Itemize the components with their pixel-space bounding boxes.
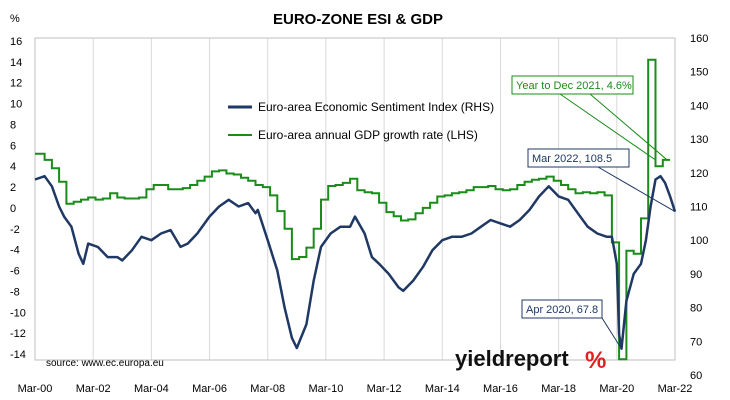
right-tick-label: 100 (690, 235, 708, 247)
x-tick-label: Mar-10 (308, 383, 343, 395)
right-tick-label: 150 (690, 67, 708, 79)
left-axis-ticks: 16 14 12 10 8 6 4 2 0 -2 -4 -6 -8 -10 -12 -14 (10, 36, 26, 361)
right-tick-label: 110 (690, 202, 708, 214)
x-tick-label: Mar-04 (134, 383, 169, 395)
series-lines (34, 58, 677, 361)
brand-logo: yieldreport % (455, 346, 606, 374)
annotation-box-gdp (511, 75, 634, 95)
left-tick-label: 4 (10, 161, 16, 173)
annotation-leader-gdp (589, 93, 668, 161)
annotations: Year to Dec 2021, 4.6% Mar 2022, 108.5 A… (511, 75, 676, 349)
right-tick-label: 90 (690, 269, 702, 281)
annotation-gdp: Year to Dec 2021, 4.6% (516, 80, 632, 92)
right-tick-label: 120 (690, 168, 708, 180)
annotation-box-esi-mar2022 (527, 148, 630, 168)
legend-label-gdp: Euro-area annual GDP growth rate (LHS) (258, 128, 478, 142)
series-line-esi (34, 174, 677, 350)
axes (34, 37, 676, 361)
x-tick-label: Mar-06 (192, 383, 227, 395)
x-tick-label: Mar-16 (483, 383, 518, 395)
annotation-esi-mar2022: Mar 2022, 108.5 (532, 153, 612, 165)
x-tick-label: Mar-20 (599, 383, 634, 395)
left-tick-label: 0 (10, 203, 16, 215)
right-tick-label: 80 (690, 303, 702, 315)
left-tick-label: 10 (10, 99, 22, 111)
chart-title: EURO-ZONE ESI & GDP (273, 11, 443, 28)
left-tick-label: -4 (10, 245, 20, 257)
left-tick-label: 16 (10, 36, 22, 48)
left-tick-label: -12 (10, 328, 26, 340)
x-tick-label: Mar-00 (18, 383, 53, 395)
right-tick-label: 160 (690, 33, 708, 45)
left-tick-label: -6 (10, 266, 20, 278)
right-tick-label: 140 (690, 100, 708, 112)
left-tick-label: -8 (10, 286, 20, 298)
right-tick-label: 70 (690, 336, 702, 348)
annotation-leader-esi-apr2020 (601, 317, 622, 349)
x-tick-label: Mar-18 (541, 383, 576, 395)
x-tick-label: Mar-08 (250, 383, 285, 395)
x-tick-label: Mar-22 (658, 383, 693, 395)
legend: Euro-area Economic Sentiment Index (RHS)… (228, 100, 494, 142)
plot-area-border (34, 37, 676, 361)
left-tick-label: 6 (10, 140, 16, 152)
right-axis-ticks: 160 150 140 130 120 110 100 90 80 70 60 (690, 33, 708, 382)
annotation-box-esi-apr2020 (521, 299, 603, 319)
annotation-leader-gdp-secondary (559, 93, 656, 161)
left-tick-label: -2 (10, 224, 20, 236)
left-tick-label: -10 (10, 307, 26, 319)
left-tick-label: 8 (10, 119, 16, 131)
annotation-leader-esi-mar2022 (597, 166, 676, 212)
left-tick-label: 14 (10, 57, 22, 69)
series-line-gdp (35, 58, 671, 361)
x-axis-ticks: Mar-00 Mar-02 Mar-04 Mar-06 Mar-08 Mar-10 Mar-… (18, 383, 693, 395)
legend-label-esi: Euro-area Economic Sentiment Index (RHS) (258, 100, 494, 114)
brand-name: yieldreport (455, 346, 569, 371)
left-axis-unit: % (10, 13, 20, 25)
x-tick-label: Mar-12 (367, 383, 402, 395)
right-tick-label: 130 (690, 134, 708, 146)
x-tick-label: Mar-14 (425, 383, 460, 395)
source-note: source: www.ec.europa.eu (46, 358, 164, 369)
left-tick-label: -14 (10, 349, 26, 361)
left-tick-label: 2 (10, 182, 16, 194)
x-tick-label: Mar-02 (76, 383, 111, 395)
right-tick-label: 60 (690, 370, 702, 382)
left-tick-label: 12 (10, 78, 22, 90)
annotation-esi-apr2020: Apr 2020, 67.8 (526, 304, 598, 316)
brand-symbol: % (585, 347, 606, 374)
